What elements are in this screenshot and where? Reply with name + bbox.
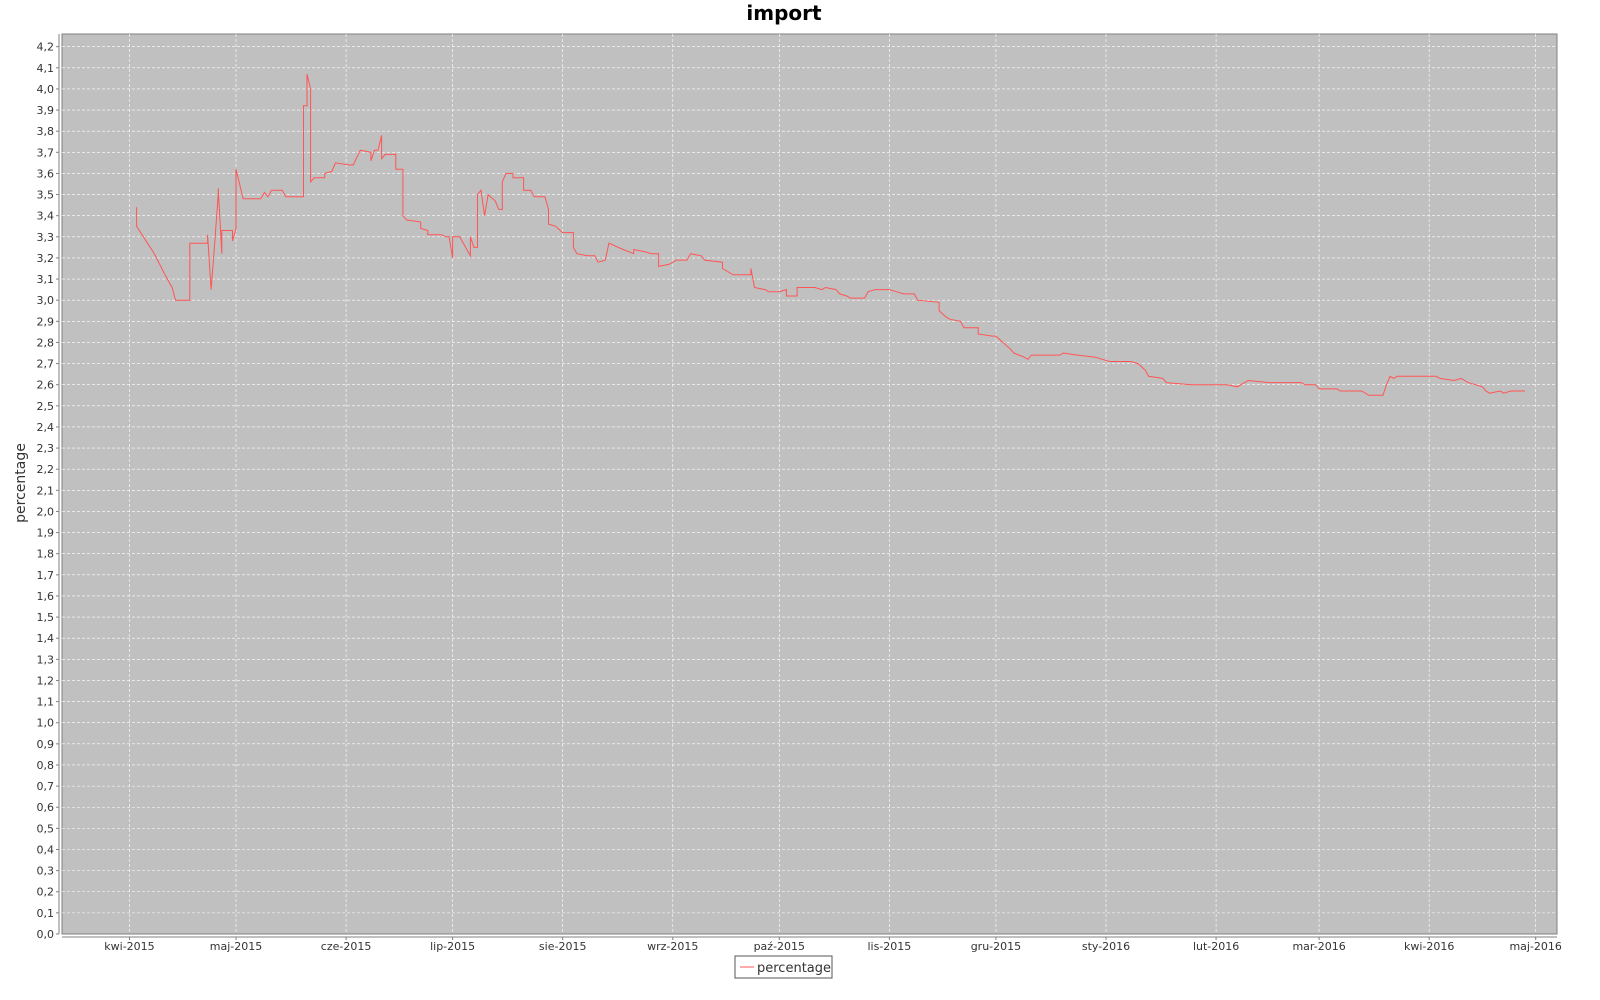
y-tick-label: 1,6 <box>37 590 55 603</box>
y-tick-label: 1,0 <box>37 717 55 730</box>
y-tick-label: 0,4 <box>37 843 55 856</box>
y-tick-label: 2,2 <box>37 463 55 476</box>
y-tick-label: 3,0 <box>37 294 55 307</box>
y-tick-label: 1,8 <box>37 548 55 561</box>
gridlines <box>62 34 1557 934</box>
y-tick-label: 1,4 <box>37 632 55 645</box>
x-tick-label: kwi-2016 <box>1404 940 1454 953</box>
y-tick-label: 2,8 <box>37 336 55 349</box>
y-tick-label: 2,7 <box>37 358 55 371</box>
x-tick-label: lis-2015 <box>867 940 911 953</box>
y-tick-label: 3,9 <box>37 104 55 117</box>
y-tick-label: 0,7 <box>37 780 55 793</box>
y-tick-label: 1,5 <box>37 611 55 624</box>
y-tick-label: 3,2 <box>37 252 55 265</box>
y-tick-label: 0,0 <box>37 928 55 941</box>
y-tick-label: 2,1 <box>37 484 55 497</box>
legend-box <box>734 955 833 979</box>
x-tick-label: lip-2015 <box>430 940 475 953</box>
y-axis: 0,0 0,1 0,2 0,3 0,4 0,5 0,6 0,7 0,8 0,9 1,0 1,1 1,2 1… <box>37 34 60 941</box>
x-tick-label: lut-2016 <box>1193 940 1239 953</box>
x-tick-label: cze-2015 <box>321 940 372 953</box>
series-line-percentage <box>136 73 1525 396</box>
y-tick-label: 4,0 <box>37 83 55 96</box>
y-axis-label: percentage <box>13 443 29 523</box>
y-tick-label: 4,1 <box>37 62 55 75</box>
y-tick-label: 0,6 <box>37 801 55 814</box>
y-tick-label: 2,5 <box>37 400 55 413</box>
x-tick-label: kwi-2015 <box>104 940 154 953</box>
y-tick-label: 2,9 <box>37 315 55 328</box>
y-tick-label: 2,0 <box>37 505 55 518</box>
chart-title: import <box>746 1 822 25</box>
series-layer <box>136 73 1525 396</box>
y-tick-label: 1,1 <box>37 696 55 709</box>
x-axis: kwi-2015 maj-2015 cze-2015 lip-2015 sie-2015… <box>62 936 1562 953</box>
y-tick-label: 2,6 <box>37 379 55 392</box>
y-tick-label: 0,2 <box>37 886 55 899</box>
plot-area <box>61 33 1558 935</box>
y-tick-label: 0,1 <box>37 907 55 920</box>
y-tick-label: 2,4 <box>37 421 55 434</box>
y-tick-label: 1,3 <box>37 653 55 666</box>
y-tick-label: 0,3 <box>37 865 55 878</box>
y-tick-label: 2,3 <box>37 442 55 455</box>
legend-label-percentage: percentage <box>757 961 831 976</box>
x-tick-label: gru-2015 <box>971 940 1021 953</box>
x-tick-label: paź-2015 <box>754 940 805 953</box>
y-tick-label: 1,7 <box>37 569 55 582</box>
y-tick-label: 3,5 <box>37 189 55 202</box>
y-tick-label: 4,2 <box>37 41 55 54</box>
y-tick-label: 0,5 <box>37 822 55 835</box>
y-tick-label: 3,4 <box>37 210 55 223</box>
y-tick-label: 3,1 <box>37 273 55 286</box>
x-tick-label: maj-2016 <box>1509 940 1561 953</box>
x-tick-label: sty-2016 <box>1082 940 1130 953</box>
y-tick-label: 3,3 <box>37 231 55 244</box>
x-tick-label: maj-2015 <box>210 940 262 953</box>
y-tick-label: 3,7 <box>37 146 55 159</box>
y-tick-label: 1,9 <box>37 527 55 540</box>
x-tick-label: wrz-2015 <box>647 940 698 953</box>
y-tick-label: 3,6 <box>37 167 55 180</box>
y-tick-label: 1,2 <box>37 674 55 687</box>
y-tick-label: 0,9 <box>37 738 55 751</box>
y-tick-label: 0,8 <box>37 759 55 772</box>
x-tick-label: sie-2015 <box>539 940 587 953</box>
x-tick-label: mar-2016 <box>1292 940 1345 953</box>
y-tick-label: 3,8 <box>37 125 55 138</box>
legend: percentage <box>734 955 833 979</box>
